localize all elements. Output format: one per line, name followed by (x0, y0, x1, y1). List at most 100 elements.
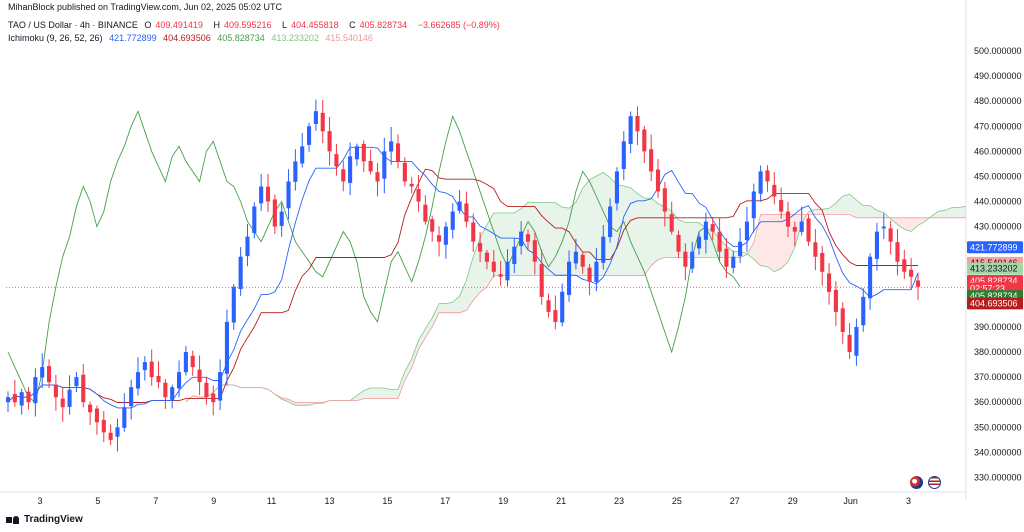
y-tick-label: 470.000000 (974, 121, 1022, 131)
candle-body (74, 377, 79, 387)
ichimoku-cloud-segment (651, 198, 658, 266)
ichimoku-cloud-segment (760, 214, 768, 267)
ichimoku-base-value: 404.693506 (163, 33, 211, 43)
candle-body (854, 326, 859, 356)
candle-body (361, 143, 366, 162)
tradingview-logo-icon (6, 515, 20, 525)
candle-body (772, 184, 777, 197)
candle-body (744, 221, 749, 241)
candle-body (416, 188, 421, 202)
tradingview-brand[interactable]: TradingView (6, 514, 83, 525)
y-tick-label: 490.000000 (974, 71, 1022, 81)
conversion-line (7, 146, 919, 409)
candle-body (423, 204, 428, 222)
candle-body (375, 172, 380, 182)
candle-body (457, 201, 462, 211)
candle-body (450, 211, 455, 230)
candle-body (881, 226, 886, 229)
y-tick-label: 430.000000 (974, 222, 1022, 232)
x-tick-label: 15 (382, 496, 392, 506)
candle-body (88, 404, 93, 413)
candle-body (286, 181, 291, 209)
candle-body (443, 226, 448, 245)
candle-body (861, 296, 866, 326)
candle-body (785, 211, 791, 227)
ichimoku-cloud-segment (842, 194, 850, 215)
y-tick-label: 440.000000 (974, 197, 1022, 207)
ichimoku-cloud-segment (432, 303, 440, 327)
symbol-title: TAO / US Dollar · 4h · BINANCE (8, 20, 138, 30)
candle-body (67, 389, 72, 407)
candle-body (833, 289, 838, 312)
price-badge (967, 262, 1023, 275)
y-tick-label: 480.000000 (974, 96, 1022, 106)
candle-body (546, 300, 551, 312)
ichimoku-cloud-segment (500, 212, 508, 276)
ichimoku-cloud-segment (637, 193, 645, 276)
chart-header: MihanBlock published on TradingView.com,… (0, 0, 1024, 14)
candle-body (765, 170, 770, 182)
candle-body (553, 310, 558, 322)
candle-body (758, 171, 763, 194)
candle-body (170, 387, 175, 400)
x-tick-label: 19 (498, 496, 508, 506)
ichimoku-cloud-segment (445, 302, 453, 313)
symbol-legend[interactable]: TAO / US Dollar · 4h · BINANCE O 409.4914… (8, 20, 508, 30)
ichimoku-cloud-segment (562, 207, 570, 276)
ichimoku-cloud-segment (904, 217, 912, 232)
ichimoku-cloud-segment (589, 176, 597, 276)
candle-body (806, 218, 811, 242)
publisher-line: MihanBlock published on TradingView.com,… (8, 2, 282, 12)
candle-body (690, 251, 695, 269)
ichimoku-legend[interactable]: Ichimoku (9, 26, 52, 26) 421.772899 404.… (8, 33, 377, 43)
candle-body (409, 183, 414, 187)
candle-body (129, 387, 134, 407)
ichimoku-cloud-segment (486, 212, 494, 288)
ichimoku-cloud-segment (425, 317, 433, 338)
candle-body (662, 188, 667, 212)
price-badge (967, 241, 1023, 254)
candle-body (272, 199, 277, 227)
ichimoku-cloud-segment (363, 387, 371, 399)
ichimoku-cloud-segment (746, 242, 754, 260)
y-tick-label: 330.000000 (974, 472, 1022, 482)
candle-body (573, 251, 578, 264)
ichimoku-cloud-segment (938, 210, 946, 218)
candle-body (628, 116, 633, 145)
candle-body (642, 129, 647, 152)
candle-body (471, 222, 476, 242)
candle-body (382, 151, 387, 179)
candle-body (430, 219, 435, 232)
candle-body (717, 231, 722, 252)
ichimoku-cloud-segment (473, 237, 481, 301)
candle-body (437, 235, 442, 242)
price-badge-label: 405.828734 (970, 291, 1018, 301)
candle-body (532, 240, 537, 262)
candle-body (259, 186, 264, 204)
lagging-span-line (7, 109, 741, 403)
candle-body (402, 162, 407, 182)
candle-body (81, 374, 86, 403)
ichimoku-cloud-segment (466, 256, 474, 311)
candle-body (608, 206, 613, 238)
candle-body (389, 141, 394, 152)
ichimoku-cloud-segment (384, 387, 392, 399)
y-tick-label: 340.000000 (974, 447, 1022, 457)
flag-icon (910, 476, 923, 489)
ichimoku-span-a-value: 413.233202 (271, 33, 319, 43)
candle-body (341, 169, 346, 182)
y-tick-label: 360.000000 (974, 397, 1022, 407)
candle-body (491, 261, 496, 272)
candle-body (94, 408, 99, 423)
candle-body (813, 242, 818, 257)
candle-body (395, 143, 401, 162)
candle-body (525, 234, 531, 242)
candle-body (47, 366, 52, 383)
ichimoku-cloud-segment (774, 214, 782, 272)
ichimoku-cloud-segment (959, 206, 966, 218)
ichimoku-cloud-segment (952, 207, 960, 218)
ohlc-high: H 409.595216 (213, 20, 272, 30)
candle-body (567, 261, 572, 295)
candle-body (799, 221, 804, 232)
